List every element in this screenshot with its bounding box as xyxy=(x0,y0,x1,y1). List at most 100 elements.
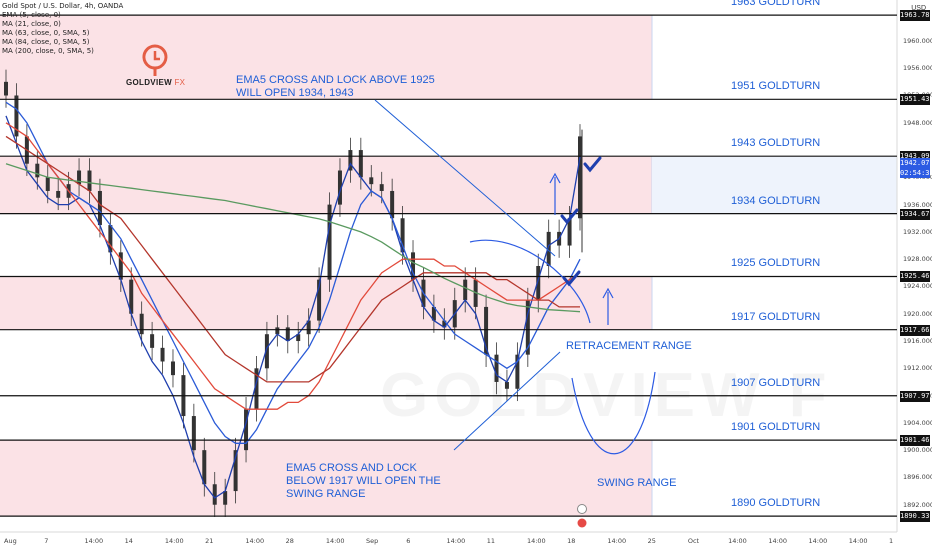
x-tick-label: 14:00 xyxy=(164,537,184,545)
y-tick-label: 1960.000 xyxy=(903,36,932,45)
y-tick-label: 1904.000 xyxy=(903,418,932,427)
logo-wordmark: GOLDVIEW FX xyxy=(126,78,185,87)
candle-body xyxy=(390,190,395,219)
candle-body xyxy=(275,327,280,335)
zone-0 xyxy=(0,15,652,100)
annotation-swing: SWING RANGE xyxy=(597,477,677,489)
bar-countdown: 02:54:31 xyxy=(900,169,932,178)
y-tick-label: 1932.000 xyxy=(903,227,932,236)
x-tick-label: 11 xyxy=(486,537,495,545)
x-tick-label: 14:00 xyxy=(84,537,104,545)
candle-body xyxy=(369,177,374,185)
ma-line-0 xyxy=(5,115,581,499)
candle-body xyxy=(223,491,228,505)
y-tick-label: 1912.000 xyxy=(903,364,932,373)
annotation-top: EMA5 CROSS AND LOCK ABOVE 1925 WILL OPEN… xyxy=(236,74,435,99)
x-tick-label: 14 xyxy=(124,537,133,545)
x-tick-label: 6 xyxy=(406,537,411,545)
y-tick-label: 1948.000 xyxy=(903,118,932,127)
indicator-ma21[interactable]: MA (21, close, 0) xyxy=(2,20,61,28)
level-label: 1934 GOLDTURN xyxy=(731,194,821,207)
candle-body xyxy=(411,252,416,280)
candle-body xyxy=(567,218,572,246)
future-zone xyxy=(652,156,897,214)
level-price-tag: 1934.678 xyxy=(900,208,932,220)
candle-body xyxy=(4,81,8,96)
zone-3 xyxy=(0,440,652,517)
up-arrow-2-head xyxy=(549,172,561,184)
x-tick-label: Sep xyxy=(366,537,379,545)
level-price-tag: 1917.663 xyxy=(900,324,932,336)
retracement-arrow xyxy=(469,239,591,324)
candle-body xyxy=(97,190,102,226)
candle-body xyxy=(212,484,217,505)
candle-body xyxy=(56,190,61,198)
candle-body xyxy=(233,450,238,492)
x-tick-label: 18 xyxy=(567,537,576,545)
candle-body xyxy=(264,334,269,369)
candle-body xyxy=(348,150,353,171)
x-tick-label: 14:00 xyxy=(728,537,747,545)
x-tick-label: 14:00 xyxy=(245,537,265,545)
x-tick-label: 25 xyxy=(647,537,656,545)
ma-line-3 xyxy=(5,135,580,383)
candle-body xyxy=(35,163,40,178)
x-tick-label: 1 xyxy=(889,537,894,545)
candle-body xyxy=(14,95,19,137)
candle-body xyxy=(484,306,489,355)
swing-arc xyxy=(571,371,656,455)
level-label: 1925 GOLDTURN xyxy=(731,257,821,270)
annotation-retracement: RETRACEMENT RANGE xyxy=(566,340,692,352)
x-tick-label: 14:00 xyxy=(808,537,828,545)
candle-body xyxy=(77,170,82,185)
currency-label: USD xyxy=(911,5,926,12)
level-price-tag: 1951.439 xyxy=(900,94,932,106)
x-tick-label: Oct xyxy=(687,537,700,545)
candle-body xyxy=(129,279,134,314)
logo-suffix: FX xyxy=(174,78,186,87)
symbol-title: Gold Spot / U.S. Dollar, 4h, OANDA xyxy=(2,2,124,10)
y-tick-label: 1916.000 xyxy=(903,337,932,346)
indicator-ema5[interactable]: EMA (5, close, 0) xyxy=(2,11,61,19)
candle-body xyxy=(504,381,509,389)
candle-body xyxy=(87,170,92,191)
x-tick-label: 14:00 xyxy=(526,537,546,545)
level-label: 1901 GOLDTURN xyxy=(731,421,821,434)
level-price-tag: 1963.787 xyxy=(900,10,932,22)
candle-body xyxy=(546,231,551,266)
candle-body xyxy=(442,320,447,328)
candle-body xyxy=(431,306,436,321)
checkmark-icon xyxy=(562,270,581,287)
candle-body xyxy=(400,218,405,253)
level-label: 1917 GOLDTURN xyxy=(731,310,821,323)
level-price-tag: 1943.098 xyxy=(900,151,932,163)
candle-body xyxy=(358,150,363,178)
indicator-ma63[interactable]: MA (63, close, 0, SMA, 5) xyxy=(2,29,90,37)
up-arrow-head xyxy=(602,287,614,299)
candle-body xyxy=(170,361,175,376)
candle-body xyxy=(108,225,113,253)
zone-1 xyxy=(0,156,652,214)
candle-body xyxy=(254,368,259,410)
x-tick-label: 14:00 xyxy=(325,537,345,545)
level-label: 1907 GOLDTURN xyxy=(731,376,821,389)
ma-line-2 xyxy=(5,122,581,410)
candle-body xyxy=(337,170,342,205)
chart-header: Gold Spot / U.S. Dollar, 4h, OANDA EMA (… xyxy=(2,2,123,56)
event-icon xyxy=(577,504,587,514)
y-tick-label: 1928.000 xyxy=(903,255,932,264)
level-label: 1890 GOLDTURN xyxy=(731,497,821,510)
candle-body xyxy=(515,354,520,389)
candle-body xyxy=(494,354,499,382)
level-price-tag: 1890.330 xyxy=(900,511,932,523)
indicator-ma200[interactable]: MA (200, close, 0, SMA, 5) xyxy=(2,47,94,55)
ma-line-1 xyxy=(5,101,581,444)
candle-body xyxy=(150,334,155,348)
candle-body xyxy=(139,313,144,335)
indicator-ma84[interactable]: MA (84, close, 0, SMA, 5) xyxy=(2,38,90,46)
x-tick-label: 28 xyxy=(285,537,294,545)
candle-body xyxy=(536,266,541,301)
candle-body xyxy=(191,416,196,451)
y-tick-label: 1896.000 xyxy=(903,473,932,482)
